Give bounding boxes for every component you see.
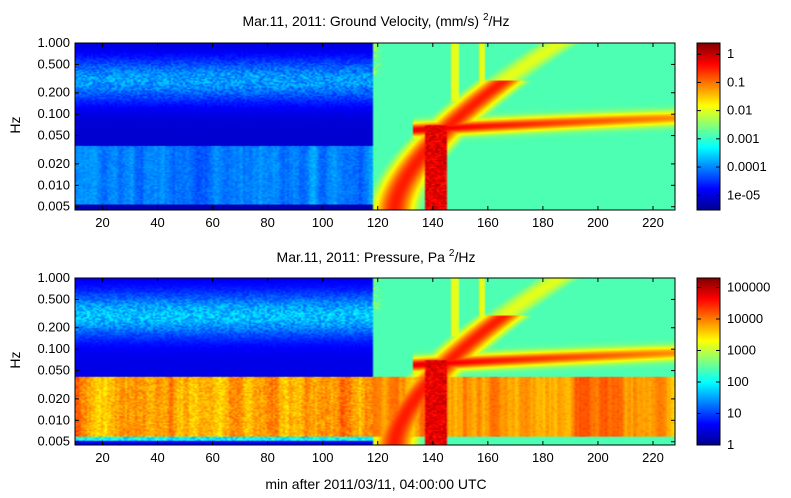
- y-tick-label: 0.010: [37, 412, 70, 427]
- x-tick-label: 220: [642, 450, 664, 465]
- y-tick-label: 1.000: [37, 35, 70, 50]
- y-tick-label: 0.500: [37, 56, 70, 71]
- x-tick-label: 40: [150, 215, 164, 230]
- velocity-spectrogram-panel: Mar.11, 2011: Ground Velocity, (mm/s) 2/H…: [7, 12, 767, 230]
- x-tick-label: 200: [587, 450, 609, 465]
- x-tick-label: 200: [587, 215, 609, 230]
- velocity-x-ticks: 20 40 60 80 100 120 140 160 180 200 220: [95, 43, 664, 230]
- y-tick-label: 0.005: [37, 434, 70, 449]
- colorbar-tick-label: 0.0001: [727, 159, 767, 174]
- velocity-colorbar: [696, 42, 721, 211]
- x-tick-label: 80: [260, 450, 274, 465]
- pressure-heatmap-image: [75, 278, 675, 445]
- colorbar-tick-label: 100: [727, 374, 749, 389]
- x-tick-label: 100: [312, 450, 334, 465]
- x-tick-label: 180: [532, 450, 554, 465]
- x-tick-label: 180: [532, 215, 554, 230]
- colorbar-tick-label: 0.001: [727, 131, 760, 146]
- x-tick-label: 160: [477, 450, 499, 465]
- x-tick-label: 60: [205, 450, 219, 465]
- y-tick-label: 0.500: [37, 291, 70, 306]
- pressure-plot-frame: [74, 277, 676, 446]
- y-tick-label: 0.100: [37, 106, 70, 121]
- velocity-heatmap-image: [75, 43, 675, 210]
- colorbar-tick-label: 10: [727, 405, 741, 420]
- x-tick-label: 20: [95, 450, 109, 465]
- pressure-colorbar-ticks: 100000 10000 1000 100 10 1: [697, 279, 770, 452]
- y-tick-label: 0.005: [37, 199, 70, 214]
- pressure-title: Mar.11, 2011: Pressure, Pa 2/Hz: [277, 248, 476, 265]
- colorbar-tick-label: 0.01: [727, 103, 752, 118]
- pressure-spectrogram-panel: Mar.11, 2011: Pressure, Pa 2/Hz Hz 20 40 60…: [7, 248, 770, 492]
- x-tick-label: 140: [422, 450, 444, 465]
- y-tick-label: 0.020: [37, 156, 70, 171]
- pressure-y-ticks: 1.000 0.500 0.200 0.100 0.050 0.020 0.010 0.005: [37, 270, 675, 449]
- colorbar-tick-label: 1000: [727, 342, 756, 357]
- x-tick-label: 20: [95, 215, 109, 230]
- x-tick-label: 140: [422, 215, 444, 230]
- x-tick-label: 60: [205, 215, 219, 230]
- x-tick-label: 220: [642, 215, 664, 230]
- y-tick-label: 0.050: [37, 363, 70, 378]
- y-tick-label: 0.200: [37, 320, 70, 335]
- velocity-ylabel: Hz: [7, 116, 23, 133]
- y-tick-label: 0.010: [37, 177, 70, 192]
- colorbar-tick-label: 1e-05: [727, 187, 760, 202]
- y-tick-label: 0.050: [37, 128, 70, 143]
- velocity-y-ticks: 1.000 0.500 0.200 0.100 0.050 0.020 0.010 0.005: [37, 35, 675, 214]
- x-tick-label: 120: [367, 450, 389, 465]
- pressure-ylabel: Hz: [7, 351, 23, 368]
- x-tick-label: 80: [260, 215, 274, 230]
- y-tick-label: 0.020: [37, 391, 70, 406]
- x-tick-label: 100: [312, 215, 334, 230]
- pressure-xlabel: min after 2011/03/11, 04:00:00 UTC: [265, 476, 486, 492]
- colorbar-tick-label: 10000: [727, 311, 763, 326]
- y-tick-label: 1.000: [37, 270, 70, 285]
- velocity-colorbar-ticks: 1 0.1 0.01 0.001 0.0001 1e-05: [697, 46, 767, 202]
- pressure-colorbar: [696, 277, 721, 446]
- x-tick-label: 40: [150, 450, 164, 465]
- colorbar-tick-label: 1: [727, 437, 734, 452]
- x-tick-label: 160: [477, 215, 499, 230]
- colorbar-tick-label: 0.1: [727, 74, 745, 89]
- y-tick-label: 0.200: [37, 85, 70, 100]
- pressure-x-ticks: 20 40 60 80 100 120 140 160 180 200 220: [95, 278, 664, 465]
- colorbar-tick-label: 100000: [727, 279, 770, 294]
- x-tick-label: 120: [367, 215, 389, 230]
- colorbar-tick-label: 1: [727, 46, 734, 61]
- velocity-plot-frame: [74, 42, 676, 211]
- y-tick-label: 0.100: [37, 341, 70, 356]
- velocity-title: Mar.11, 2011: Ground Velocity, (mm/s) 2/H…: [242, 12, 509, 29]
